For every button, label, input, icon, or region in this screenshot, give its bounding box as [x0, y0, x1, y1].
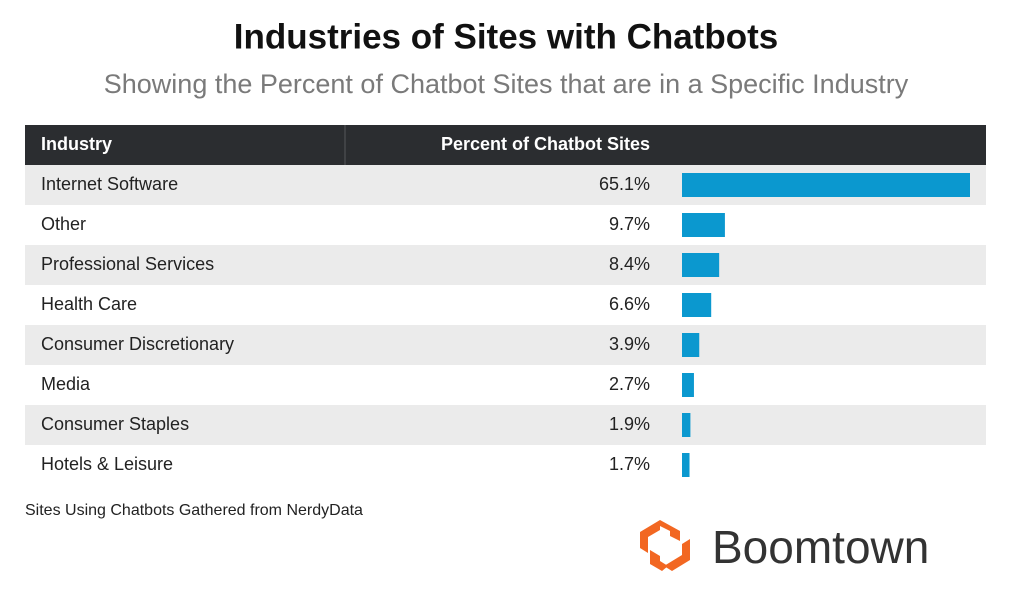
- logo-text: Boomtown: [712, 521, 929, 573]
- column-header: Industry: [41, 134, 112, 154]
- source-note: Sites Using Chatbots Gathered from Nerdy…: [25, 502, 363, 519]
- bar: [682, 413, 691, 437]
- value-label: 2.7%: [609, 374, 650, 394]
- logo-shape: [640, 520, 660, 553]
- category-label: Other: [41, 214, 86, 234]
- value-label: 3.9%: [609, 334, 650, 354]
- chart-subtitle: Showing the Percent of Chatbot Sites tha…: [104, 69, 909, 99]
- row-background: [25, 245, 986, 285]
- column-header: Percent of Chatbot Sites: [441, 134, 650, 154]
- value-label: 9.7%: [609, 214, 650, 234]
- bar: [682, 453, 690, 477]
- value-label: 65.1%: [599, 174, 650, 194]
- row-background: [25, 325, 986, 365]
- bar: [682, 173, 970, 197]
- category-label: Consumer Discretionary: [41, 334, 234, 354]
- logo-icon: [640, 520, 690, 571]
- category-label: Internet Software: [41, 174, 178, 194]
- category-label: Professional Services: [41, 254, 214, 274]
- bar: [682, 213, 725, 237]
- chart-title: Industries of Sites with Chatbots: [234, 17, 778, 56]
- bar: [682, 333, 700, 357]
- bar: [682, 293, 712, 317]
- value-label: 8.4%: [609, 254, 650, 274]
- value-label: 1.7%: [609, 454, 650, 474]
- category-label: Consumer Staples: [41, 414, 189, 434]
- logo-shape: [660, 520, 680, 541]
- bar: [682, 253, 720, 277]
- bar: [682, 373, 694, 397]
- category-label: Health Care: [41, 294, 137, 314]
- value-label: 6.6%: [609, 294, 650, 314]
- category-label: Hotels & Leisure: [41, 454, 173, 474]
- value-label: 1.9%: [609, 414, 650, 434]
- logo-shape: [664, 539, 690, 571]
- row-background: [25, 405, 986, 445]
- logo-shape: [650, 550, 668, 571]
- category-label: Media: [41, 374, 91, 394]
- table-header: [25, 125, 986, 165]
